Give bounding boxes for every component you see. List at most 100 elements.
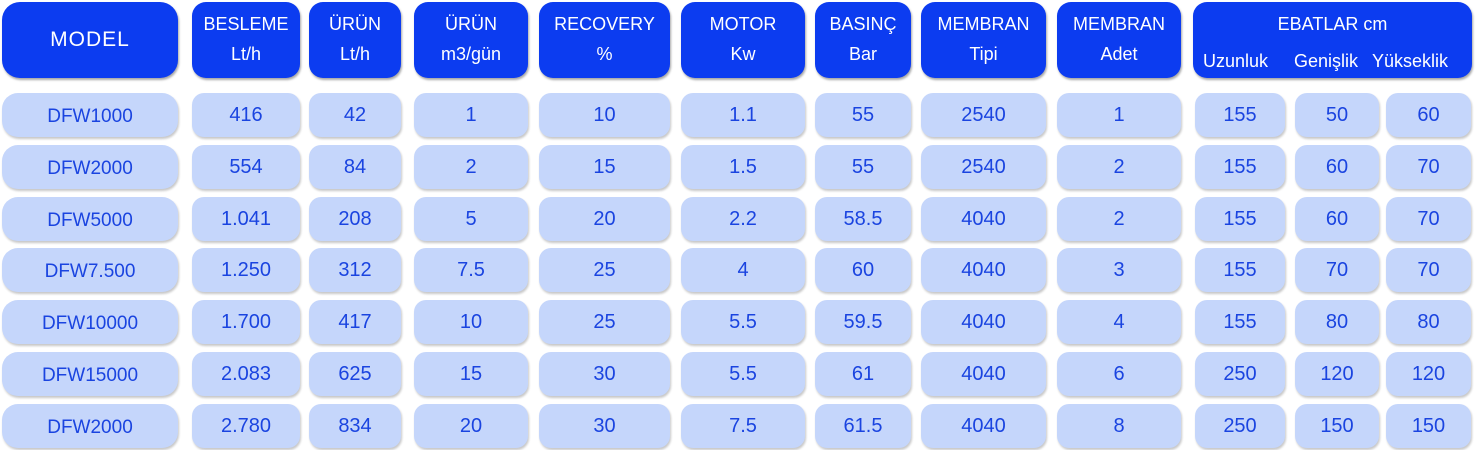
table-cell: 4040 — [921, 352, 1046, 396]
table-cell: 80 — [1386, 300, 1471, 344]
table-cell: 55 — [815, 145, 911, 189]
table-cell: 10 — [539, 93, 670, 137]
header-model: MODEL — [2, 2, 178, 78]
header-line: % — [596, 44, 613, 64]
table-cell: 7.5 — [414, 248, 528, 292]
header-line: RECOVERY — [554, 14, 655, 34]
table-cell: 1.700 — [192, 300, 300, 344]
header-line: m3/gün — [440, 44, 502, 64]
table-cell: 15 — [539, 145, 670, 189]
table-cell: 4040 — [921, 300, 1046, 344]
table-cell: 59.5 — [815, 300, 911, 344]
table-cell: 5 — [414, 197, 528, 241]
table-cell: 1.250 — [192, 248, 300, 292]
table-cell: 25 — [539, 300, 670, 344]
table-cell: 7.5 — [681, 404, 805, 448]
table-cell: 625 — [309, 352, 401, 396]
table-cell: 42 — [309, 93, 401, 137]
header-line: Bar — [848, 44, 877, 64]
table-cell: 120 — [1386, 352, 1471, 396]
table-cell: 1.041 — [192, 197, 300, 241]
table-cell: 58.5 — [815, 197, 911, 241]
model-cell: DFW7.500 — [2, 248, 178, 292]
model-cell: DFW2000 — [2, 404, 178, 448]
table-cell: 55 — [815, 93, 911, 137]
model-cell: DFW15000 — [2, 352, 178, 396]
table-cell: 5.5 — [681, 300, 805, 344]
header-membran-adet: MEMBRAN Adet — [1057, 2, 1181, 78]
header-urun-m3: ÜRÜN m3/gün — [414, 2, 528, 78]
table-cell: 60 — [1295, 145, 1379, 189]
table-cell: 120 — [1295, 352, 1379, 396]
table-cell: 554 — [192, 145, 300, 189]
header-line: BASINÇ — [829, 14, 897, 34]
model-cell: DFW1000 — [2, 93, 178, 137]
table-cell: 4040 — [921, 248, 1046, 292]
header-line: ÜRÜN — [329, 14, 381, 34]
header-ebatlar-title: EBATLAR cm — [1277, 14, 1388, 34]
header-motor: MOTOR Kw — [681, 2, 805, 78]
header-ebatlar-sub: Genişlik — [1294, 51, 1359, 71]
header-urun-lt: ÜRÜN Lt/h — [309, 2, 401, 78]
model-cell: DFW5000 — [2, 197, 178, 241]
header-line: Lt/h — [339, 44, 371, 64]
table-cell: 15 — [414, 352, 528, 396]
table-cell: 1.5 — [681, 145, 805, 189]
table-cell: 50 — [1295, 93, 1379, 137]
header-line: BESLEME — [203, 14, 289, 34]
table-cell: 2.2 — [681, 197, 805, 241]
header-line: MEMBRAN — [1072, 14, 1165, 34]
table-cell: 10 — [414, 300, 528, 344]
table-cell: 2.780 — [192, 404, 300, 448]
table-cell: 61.5 — [815, 404, 911, 448]
header-besleme: BESLEME Lt/h — [192, 2, 300, 78]
table-cell: 208 — [309, 197, 401, 241]
header-membran-tipi: MEMBRAN Tipi — [921, 2, 1046, 78]
table-cell: 312 — [309, 248, 401, 292]
table-cell: 4 — [1057, 300, 1181, 344]
header-line: Tipi — [969, 44, 998, 64]
table-cell: 20 — [539, 197, 670, 241]
header-ebatlar-sub: Yükseklik — [1372, 51, 1449, 71]
table-cell: 70 — [1295, 248, 1379, 292]
header-line: MODEL — [50, 28, 130, 51]
table-cell: 155 — [1195, 197, 1285, 241]
table-cell: 150 — [1386, 404, 1471, 448]
table-cell: 1 — [414, 93, 528, 137]
table-cell: 3 — [1057, 248, 1181, 292]
table-cell: 25 — [539, 248, 670, 292]
table-cell: 84 — [309, 145, 401, 189]
table-cell: 2 — [1057, 145, 1181, 189]
header-line: ÜRÜN — [445, 14, 497, 34]
table-cell: 60 — [1386, 93, 1471, 137]
table-cell: 155 — [1195, 145, 1285, 189]
table-cell: 4040 — [921, 197, 1046, 241]
table-cell: 2540 — [921, 93, 1046, 137]
table-cell: 70 — [1386, 145, 1471, 189]
table-cell: 834 — [309, 404, 401, 448]
table-cell: 20 — [414, 404, 528, 448]
table-cell: 416 — [192, 93, 300, 137]
table-cell: 155 — [1195, 93, 1285, 137]
table-cell: 1.1 — [681, 93, 805, 137]
table-cell: 8 — [1057, 404, 1181, 448]
table-cell: 61 — [815, 352, 911, 396]
table-cell: 30 — [539, 352, 670, 396]
table-cell: 2 — [414, 145, 528, 189]
header-recovery: RECOVERY% — [539, 2, 670, 78]
table-cell: 150 — [1295, 404, 1379, 448]
table-cell: 4 — [681, 248, 805, 292]
table-cell: 1 — [1057, 93, 1181, 137]
table-cell: 60 — [815, 248, 911, 292]
header-ebatlar-sub: Uzunluk — [1203, 51, 1269, 71]
model-cell: DFW2000 — [2, 145, 178, 189]
table-cell: 250 — [1195, 404, 1285, 448]
header-line: MOTOR — [709, 14, 777, 34]
header-line: Kw — [730, 44, 756, 64]
header-basinc: BASINÇ Bar — [815, 2, 911, 78]
header-line: Lt/h — [230, 44, 262, 64]
header-line: MEMBRAN — [937, 14, 1030, 34]
model-cell: DFW10000 — [2, 300, 178, 344]
table-cell: 2 — [1057, 197, 1181, 241]
table-cell: 155 — [1195, 300, 1285, 344]
